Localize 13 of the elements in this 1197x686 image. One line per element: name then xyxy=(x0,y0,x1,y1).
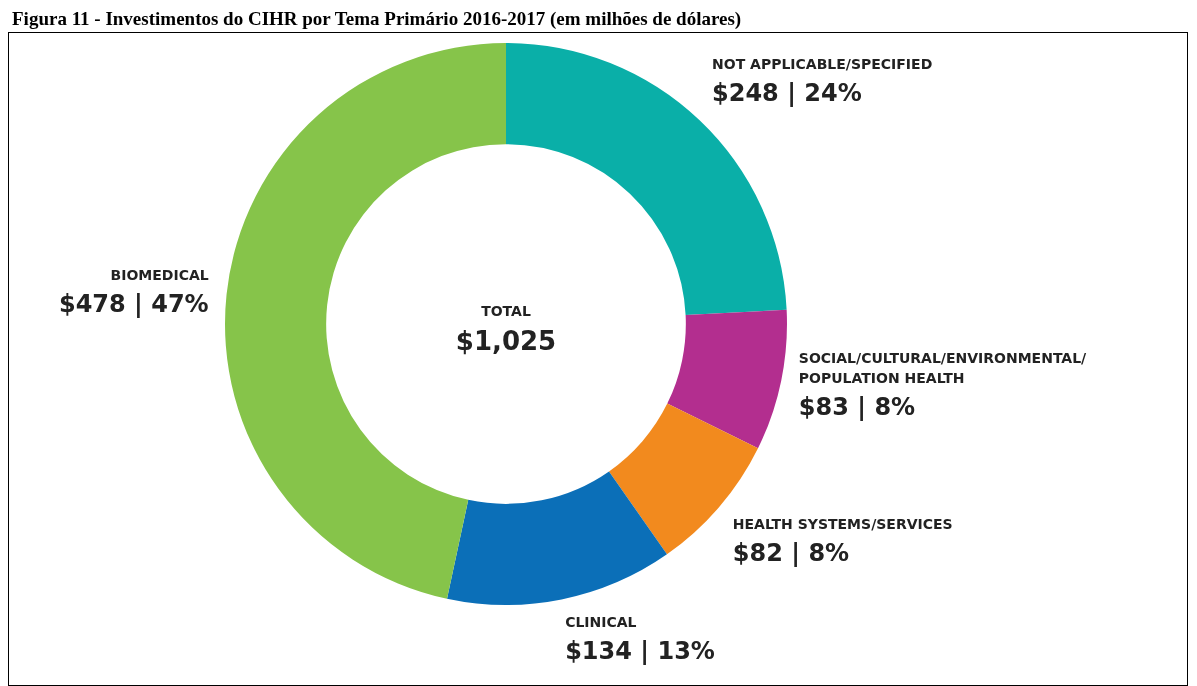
slice-label: NOT APPLICABLE/SPECIFIED xyxy=(712,56,933,73)
slice-label: CLINICAL xyxy=(565,614,637,631)
text: $1,025 xyxy=(455,326,557,356)
slice-label: HEALTH SYSTEMS/SERVICES xyxy=(732,515,953,532)
data-label: $248 | 24% xyxy=(712,79,862,108)
data-label: $82 | 8% xyxy=(732,538,850,567)
slice-label: BIOMEDICAL xyxy=(110,267,209,284)
chart-title: Figura 11 - Investimentos do CIHR por Tema Primário 2016-2017 (em milhões de dólares) xyxy=(12,8,743,30)
data-label: $134 | 13% xyxy=(565,637,715,666)
slice-label: SOCIAL/CULTURAL/ENVIRONMENTAL/POPULATION HEALTH xyxy=(798,349,1088,386)
data-label: $83 | 8% xyxy=(798,392,916,421)
text: TOTAL xyxy=(481,303,531,319)
data-label: $478 | 47% xyxy=(58,290,209,319)
